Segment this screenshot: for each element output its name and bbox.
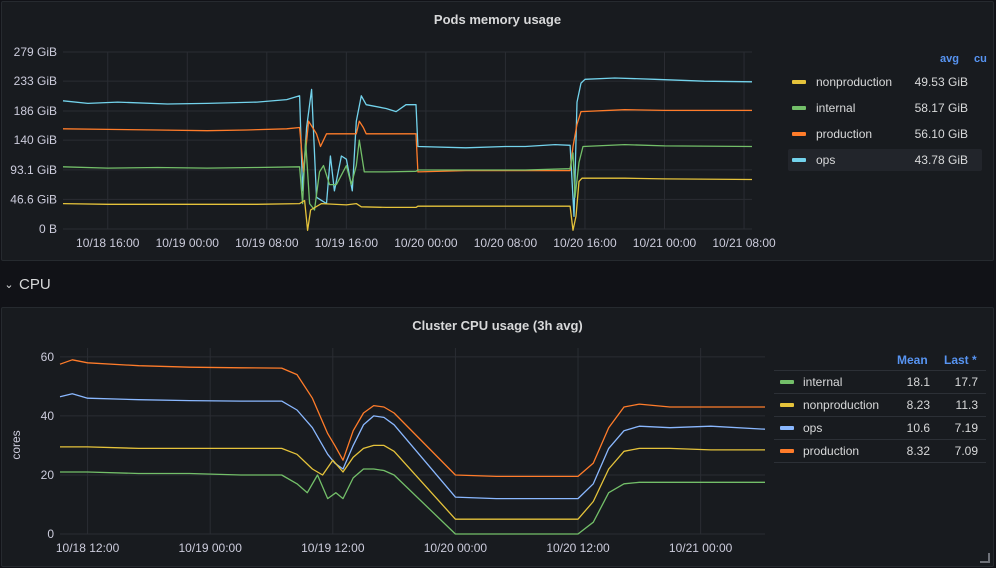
legend-header-current[interactable]: cu bbox=[974, 53, 987, 65]
memory-legend-item-production[interactable]: production 56.10 GiB bbox=[788, 123, 982, 145]
cpu-series-nonproduction[interactable] bbox=[60, 444, 765, 520]
legend-series-name: production bbox=[816, 127, 873, 141]
legend-mean-value: 18.1 bbox=[906, 375, 930, 389]
pods-memory-title[interactable]: Pods memory usage bbox=[433, 12, 562, 27]
cluster-cpu-title[interactable]: Cluster CPU usage (3h avg) bbox=[412, 318, 583, 333]
legend-series-name: ops bbox=[816, 153, 836, 167]
cpu-row-title: CPU bbox=[19, 275, 51, 293]
legend-last-value: 7.19 bbox=[954, 421, 978, 435]
cpu-x-tick: 10/20 00:00 bbox=[424, 541, 488, 555]
legend-series-name: production bbox=[803, 444, 860, 458]
mem-x-tick: 10/19 08:00 bbox=[235, 236, 299, 250]
legend-swatch bbox=[780, 426, 794, 430]
cpu-series-ops[interactable] bbox=[59, 393, 766, 500]
mem-x-tick: 10/20 16:00 bbox=[553, 236, 617, 250]
legend-divider bbox=[774, 393, 986, 394]
mem-x-tick: 10/19 16:00 bbox=[315, 236, 379, 250]
legend-divider bbox=[774, 462, 986, 463]
pods-memory-panel: Pods memory usage 0 B 46.6 GiB 93.1 GiB 140… bbox=[1, 1, 994, 261]
memory-legend: avg cu nonproduction 49.53 GiB internal 58.… bbox=[788, 49, 994, 179]
legend-header-last[interactable]: Last * bbox=[944, 353, 977, 367]
legend-series-name: nonproduction bbox=[816, 75, 893, 89]
legend-swatch bbox=[792, 80, 806, 84]
legend-series-name: internal bbox=[803, 375, 843, 389]
legend-mean-value: 8.32 bbox=[906, 444, 930, 458]
mem-y-tick: 233 GiB bbox=[14, 74, 57, 88]
cpu-y-tick: 0 bbox=[47, 527, 54, 541]
legend-last-value: 17.7 bbox=[954, 375, 978, 389]
mem-series-internal[interactable] bbox=[62, 139, 753, 211]
cpu-y-axis-label: cores bbox=[9, 430, 23, 459]
legend-swatch bbox=[792, 132, 806, 136]
resize-handle[interactable] bbox=[980, 553, 990, 563]
cluster-cpu-chart[interactable]: 0 20 40 60 10/18 12:00 10/19 00:00 10/19 12:00… bbox=[2, 308, 772, 566]
mem-y-tick: 93.1 GiB bbox=[10, 163, 57, 177]
legend-swatch bbox=[780, 449, 794, 453]
cpu-legend-item-ops[interactable]: ops 10.6 7.19 bbox=[774, 417, 986, 439]
mem-x-tick: 10/21 00:00 bbox=[633, 236, 697, 250]
mem-x-tick: 10/18 16:00 bbox=[76, 236, 140, 250]
cpu-row-header[interactable]: ⌄ CPU bbox=[4, 273, 51, 295]
legend-avg-value: 43.78 GiB bbox=[914, 153, 968, 167]
legend-divider bbox=[774, 416, 986, 417]
mem-x-tick: 10/20 08:00 bbox=[474, 236, 538, 250]
mem-x-tick: 10/19 00:00 bbox=[156, 236, 220, 250]
mem-y-tick: 0 B bbox=[39, 222, 57, 236]
legend-avg-value: 56.10 GiB bbox=[914, 127, 968, 141]
pods-memory-chart[interactable]: 0 B 46.6 GiB 93.1 GiB 140 GiB 186 GiB 233 GiB… bbox=[2, 2, 782, 260]
legend-divider bbox=[774, 370, 986, 371]
legend-header-mean[interactable]: Mean bbox=[897, 353, 928, 367]
legend-last-value: 11.3 bbox=[955, 398, 978, 412]
legend-mean-value: 10.6 bbox=[906, 421, 930, 435]
legend-series-name: ops bbox=[803, 421, 823, 435]
cpu-x-tick: 10/21 00:00 bbox=[669, 541, 733, 555]
cpu-legend-item-production[interactable]: production 8.32 7.09 bbox=[774, 440, 986, 462]
cpu-x-tick: 10/19 12:00 bbox=[301, 541, 365, 555]
cpu-x-tick: 10/19 00:00 bbox=[178, 541, 242, 555]
memory-legend-item-ops[interactable]: ops 43.78 GiB bbox=[788, 149, 982, 171]
mem-series-nonproduction[interactable] bbox=[62, 177, 753, 231]
cpu-x-tick: 10/18 12:00 bbox=[56, 541, 120, 555]
legend-mean-value: 8.23 bbox=[906, 398, 930, 412]
mem-y-tick: 186 GiB bbox=[14, 104, 57, 118]
cluster-cpu-panel: Cluster CPU usage (3h avg) 0 20 40 60 10/18 … bbox=[1, 307, 994, 567]
legend-last-value: 7.09 bbox=[954, 444, 978, 458]
legend-header-avg[interactable]: avg bbox=[940, 53, 959, 65]
cpu-y-tick: 40 bbox=[41, 409, 55, 423]
cpu-legend: Mean Last * internal 18.1 17.7 nonproductio… bbox=[774, 350, 986, 470]
legend-swatch bbox=[780, 403, 794, 407]
mem-series-production[interactable] bbox=[62, 109, 752, 173]
mem-y-tick: 279 GiB bbox=[14, 45, 57, 59]
legend-swatch bbox=[792, 106, 806, 110]
memory-legend-item-internal[interactable]: internal 58.17 GiB bbox=[788, 97, 982, 119]
mem-y-tick: 140 GiB bbox=[14, 133, 57, 147]
legend-avg-value: 58.17 GiB bbox=[914, 101, 968, 115]
legend-swatch bbox=[780, 380, 794, 384]
mem-series-ops[interactable] bbox=[62, 77, 753, 217]
cpu-y-tick: 20 bbox=[41, 468, 55, 482]
legend-divider bbox=[774, 439, 986, 440]
mem-x-tick: 10/20 00:00 bbox=[394, 236, 458, 250]
mem-y-tick: 46.6 GiB bbox=[10, 192, 57, 206]
legend-swatch bbox=[792, 158, 806, 162]
legend-avg-value: 49.53 GiB bbox=[914, 75, 968, 89]
chevron-down-icon: ⌄ bbox=[4, 278, 14, 291]
legend-series-name: nonproduction bbox=[803, 398, 880, 412]
legend-series-name: internal bbox=[816, 101, 856, 115]
cpu-series-internal[interactable] bbox=[60, 468, 765, 535]
cpu-legend-item-nonproduction[interactable]: nonproduction 8.23 11.3 bbox=[774, 394, 986, 416]
cpu-series-production[interactable] bbox=[59, 359, 765, 478]
cpu-y-tick: 60 bbox=[41, 350, 55, 364]
cpu-legend-item-internal[interactable]: internal 18.1 17.7 bbox=[774, 371, 986, 393]
memory-legend-item-nonproduction[interactable]: nonproduction 49.53 GiB bbox=[788, 71, 982, 93]
mem-x-tick: 10/21 08:00 bbox=[712, 236, 776, 250]
cpu-x-tick: 10/20 12:00 bbox=[546, 541, 610, 555]
